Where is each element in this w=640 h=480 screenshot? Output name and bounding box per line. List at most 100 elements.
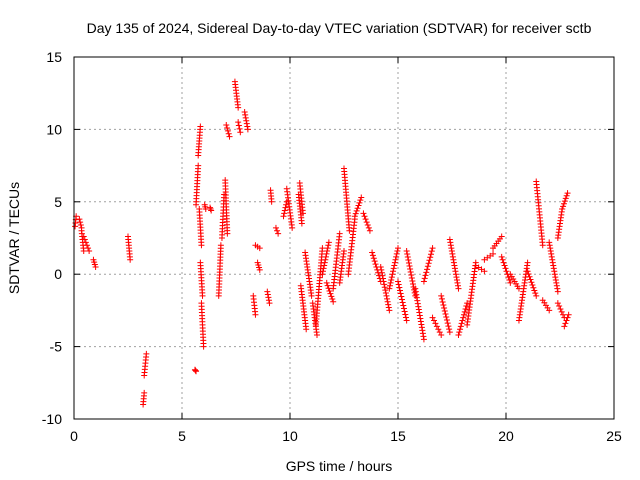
- data-point: [562, 320, 569, 327]
- data-point: [420, 336, 427, 343]
- data-point: [412, 285, 419, 292]
- data-point: [85, 245, 92, 252]
- data-point: [403, 317, 410, 324]
- data-point: [386, 307, 393, 314]
- data-point: [561, 323, 568, 330]
- data-point: [531, 287, 538, 294]
- data-point: [500, 259, 507, 266]
- y-tick-label: -5: [50, 339, 63, 355]
- data-point: [86, 248, 93, 255]
- data-point: [382, 290, 389, 297]
- data-point: [503, 268, 510, 275]
- data-point: [272, 224, 279, 231]
- data-point: [452, 268, 459, 275]
- data-point: [252, 311, 259, 318]
- data-point: [323, 279, 330, 286]
- x-tick-label: 5: [178, 428, 186, 444]
- data-point: [524, 259, 531, 266]
- data-point: [552, 274, 559, 281]
- data-point: [407, 265, 414, 272]
- data-point: [320, 265, 327, 272]
- data-point: [366, 227, 373, 234]
- data-point: [429, 314, 436, 321]
- data-point: [446, 326, 453, 333]
- data-point: [405, 257, 412, 264]
- data-point: [441, 304, 448, 311]
- data-point: [385, 304, 392, 311]
- data-point: [192, 367, 199, 374]
- data-point: [323, 250, 330, 257]
- data-point: [223, 122, 230, 129]
- data-point: [377, 263, 384, 270]
- data-point: [363, 219, 370, 226]
- data-point: [80, 248, 87, 255]
- data-point: [77, 221, 84, 228]
- data-point: [372, 261, 379, 268]
- data-point: [394, 248, 401, 255]
- data-point: [452, 271, 459, 278]
- data-point: [506, 276, 513, 283]
- data-point: [420, 278, 427, 285]
- data-point: [281, 207, 288, 214]
- data-point: [330, 298, 337, 305]
- data-point: [380, 278, 387, 285]
- data-point: [560, 203, 567, 210]
- data-point: [392, 256, 399, 263]
- data-point: [547, 245, 554, 252]
- data-point: [283, 201, 290, 208]
- data-point: [404, 254, 411, 261]
- data-point: [393, 253, 400, 260]
- y-tick-label: -10: [42, 411, 62, 427]
- data-point: [236, 125, 243, 132]
- data-point: [563, 192, 570, 199]
- data-point: [207, 204, 214, 211]
- data-point: [274, 227, 281, 234]
- data-point: [498, 233, 505, 240]
- data-point: [324, 248, 331, 255]
- data-point: [438, 332, 445, 339]
- data-point: [387, 279, 394, 286]
- x-tick-label: 15: [390, 428, 406, 444]
- data-point: [199, 292, 206, 299]
- data-point: [455, 332, 462, 339]
- data-point: [81, 236, 88, 243]
- data-point: [378, 269, 385, 276]
- data-point: [554, 285, 561, 292]
- data-point: [384, 295, 391, 302]
- data-point: [382, 287, 389, 294]
- x-axis-label: GPS time / hours: [286, 458, 393, 474]
- data-point: [235, 104, 242, 111]
- data-point: [551, 271, 558, 278]
- data-point: [409, 277, 416, 284]
- data-point: [371, 258, 378, 265]
- data-point: [319, 245, 326, 252]
- data-point: [354, 205, 361, 212]
- data-point: [438, 295, 445, 302]
- data-point: [399, 299, 406, 306]
- data-point: [457, 323, 464, 330]
- data-point: [224, 127, 231, 134]
- data-point: [226, 133, 233, 140]
- data-point: [438, 292, 445, 299]
- data-point: [418, 321, 425, 328]
- data-point: [82, 239, 89, 246]
- data-point: [326, 287, 333, 294]
- data-point: [360, 210, 367, 217]
- data-point: [282, 204, 289, 211]
- data-point: [549, 259, 556, 266]
- data-point: [556, 303, 563, 310]
- data-point: [442, 311, 449, 318]
- data-point: [393, 250, 400, 257]
- data-point: [451, 265, 458, 272]
- data-point: [564, 190, 571, 197]
- data-point: [461, 308, 468, 315]
- data-point: [143, 350, 150, 357]
- data-point: [357, 197, 364, 204]
- data-point: [443, 314, 450, 321]
- data-point: [395, 245, 401, 252]
- data-point: [308, 292, 315, 299]
- data-point: [76, 216, 83, 223]
- data-point: [440, 301, 447, 308]
- data-point: [456, 329, 463, 336]
- data-point: [321, 259, 328, 266]
